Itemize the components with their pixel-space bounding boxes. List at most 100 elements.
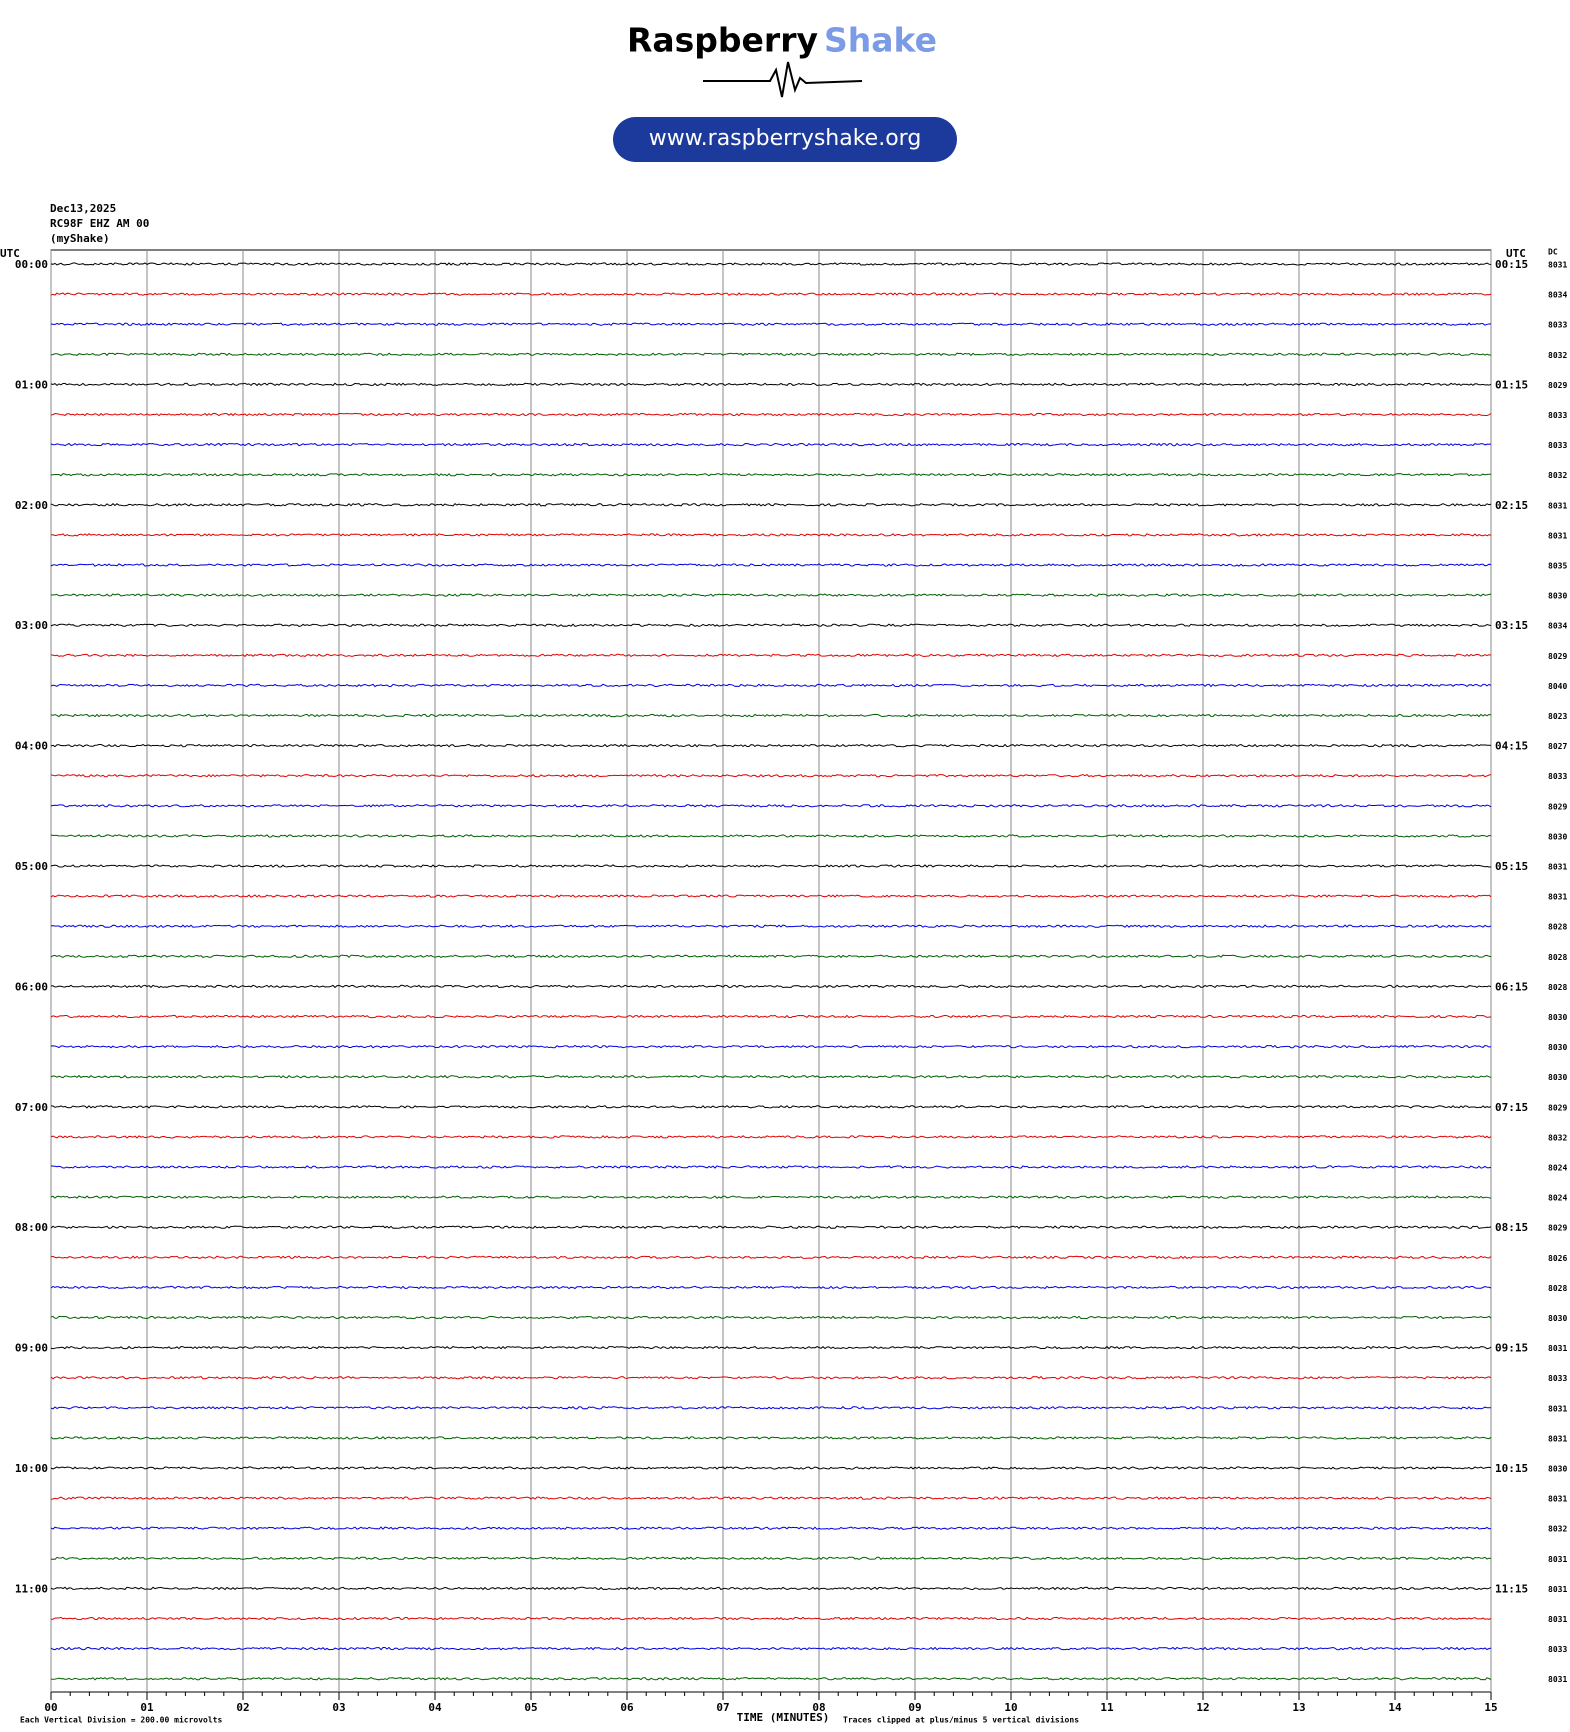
dc-value: 8034: [1548, 291, 1567, 300]
trace: [50, 743, 1492, 748]
dc-value: 8032: [1548, 1133, 1567, 1142]
row-label-left: 08:00: [15, 1221, 48, 1234]
row-label-right: 04:15: [1495, 740, 1528, 753]
trace: [50, 984, 1492, 989]
dc-value: 8031: [1548, 1404, 1567, 1413]
x-tick-label: 01: [140, 1701, 154, 1714]
scale-note: Each Vertical Division = 200.00 microvol…: [20, 1715, 222, 1725]
x-tick-label: 03: [332, 1701, 345, 1714]
row-label-left: 03:00: [15, 619, 48, 632]
trace: [50, 262, 1492, 266]
dc-value: 8030: [1548, 1013, 1567, 1022]
trace: [50, 804, 1492, 808]
trace: [50, 352, 1491, 357]
dc-value: 8031: [1548, 863, 1567, 872]
trace: [50, 623, 1492, 627]
trace: [50, 1165, 1492, 1169]
utc-header: UTC: [0, 247, 20, 260]
date: Dec13,2025: [50, 202, 116, 215]
trace: [50, 503, 1492, 507]
trace: [50, 292, 1492, 296]
trace: [50, 1436, 1492, 1440]
logo-pill: [613, 117, 957, 162]
trace: [50, 773, 1492, 778]
trace: [50, 533, 1492, 537]
trace: [50, 442, 1492, 447]
x-tick-label: 10: [1004, 1701, 1017, 1714]
logo-word: Shake: [824, 21, 937, 60]
row-label-right: 07:15: [1495, 1101, 1528, 1114]
x-tick-label: 04: [428, 1701, 442, 1714]
dc-value: 8032: [1548, 351, 1567, 360]
dc-value: 8024: [1548, 1164, 1567, 1173]
dc-value: 8031: [1548, 531, 1567, 540]
logo-word: Raspberry: [627, 21, 818, 60]
row-label-left: 10:00: [15, 1462, 48, 1475]
row-label-right: 01:15: [1495, 378, 1528, 391]
trace: [50, 1195, 1492, 1199]
dc-value: 8033: [1548, 321, 1567, 330]
x-tick-label: 12: [1196, 1701, 1209, 1714]
dc-value: 8031: [1548, 1344, 1567, 1353]
dc-value: 8028: [1548, 983, 1567, 992]
trace: [51, 1616, 1492, 1621]
x-tick-label: 15: [1484, 1701, 1497, 1714]
trace: [50, 1074, 1492, 1079]
trace: [50, 1375, 1492, 1380]
dc-value: 8031: [1548, 261, 1567, 270]
row-label-right: 02:15: [1495, 499, 1528, 512]
row-label-left: 09:00: [15, 1342, 48, 1355]
trace: [50, 593, 1492, 597]
trace: [50, 1406, 1492, 1410]
trace: [50, 924, 1492, 928]
x-tick-label: 14: [1388, 1701, 1402, 1714]
dc-value: 8028: [1548, 1284, 1567, 1293]
dc-value: 8031: [1548, 1615, 1567, 1624]
trace: [50, 1466, 1492, 1470]
row-label-left: 01:00: [15, 378, 48, 391]
trace: [50, 412, 1492, 417]
dc-value: 8023: [1548, 712, 1567, 721]
dc-value: 8033: [1548, 1645, 1567, 1654]
x-tick-label: 11: [1100, 1701, 1114, 1714]
trace: [50, 1556, 1492, 1561]
trace: [50, 653, 1492, 658]
dc-value: 8030: [1548, 832, 1567, 841]
dc-value: 8030: [1548, 1073, 1567, 1082]
row-label-left: 02:00: [15, 499, 48, 512]
dc-value: 8031: [1548, 1434, 1567, 1443]
row-label-left: 04:00: [15, 740, 48, 753]
dc-value: 8034: [1548, 622, 1567, 631]
dc-value: 8033: [1548, 411, 1567, 420]
trace: [50, 1315, 1492, 1320]
x-tick-label: 06: [620, 1701, 634, 1714]
row-label-right: 00:15: [1495, 258, 1528, 271]
row-label-left: 07:00: [15, 1101, 48, 1114]
owner: (myShake): [50, 232, 110, 245]
trace: [50, 1255, 1492, 1260]
trace: [50, 1105, 1492, 1109]
dc-value: 8031: [1548, 1675, 1567, 1684]
trace: [50, 834, 1492, 838]
trace: [50, 894, 1492, 898]
dc-value: 8029: [1548, 652, 1567, 661]
row-label-left: 06:00: [15, 980, 48, 993]
dc-value: 8028: [1548, 923, 1567, 932]
dc-value: 8029: [1548, 381, 1567, 390]
dc-header: DC: [1548, 248, 1558, 257]
dc-value: 8031: [1548, 1555, 1567, 1564]
dc-value: 8029: [1548, 1224, 1567, 1233]
logo-url: www.raspberryshake.org: [649, 126, 922, 151]
dc-value: 8033: [1548, 772, 1567, 781]
x-tick-label: 13: [1292, 1701, 1305, 1714]
row-label-left: 11:00: [15, 1582, 48, 1595]
station: RC98F EHZ AM 00: [50, 217, 149, 230]
dc-value: 8027: [1548, 742, 1567, 751]
trace: [50, 1496, 1492, 1500]
dc-value: 8032: [1548, 1525, 1567, 1534]
dc-value: 8031: [1548, 1585, 1567, 1594]
dc-value: 8029: [1548, 802, 1567, 811]
trace: [50, 1586, 1492, 1591]
trace: [50, 1014, 1492, 1019]
